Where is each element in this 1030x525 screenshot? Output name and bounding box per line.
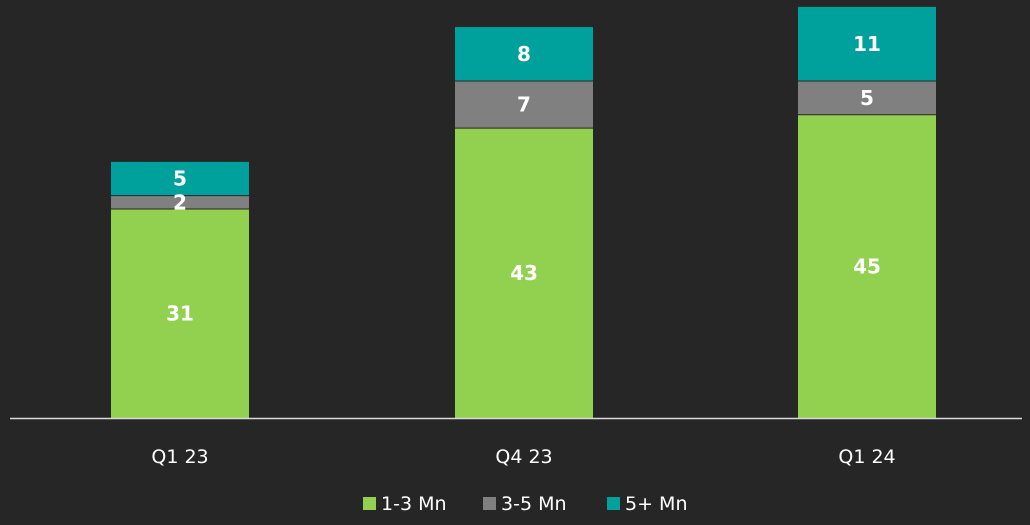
data-label-5-mn-q1-24: 11 — [853, 32, 881, 56]
bar-3-5-mn-q4-23 — [455, 81, 593, 129]
data-label-3-5-mn-q1-24: 5 — [860, 86, 874, 110]
data-label-1-3-mn-q4-23: 43 — [510, 261, 538, 285]
legend-label-5-mn: 5+ Mn — [625, 493, 687, 515]
data-label-5-mn-q4-23: 8 — [517, 42, 531, 66]
legend-label-1-3-mn: 1-3 Mn — [381, 493, 447, 515]
x-tick-label-q1-23: Q1 23 — [151, 446, 208, 468]
bar-1-3-mn-q4-23 — [455, 128, 593, 418]
legend-swatch-3-5-mn — [483, 497, 496, 510]
bar-5-mn-q1-23 — [111, 161, 249, 196]
x-axis-ticks-group: Q1 23 Q4 23 Q1 24 — [151, 446, 895, 468]
bar-3-5-mn-q1-24 — [798, 81, 936, 115]
data-label-3-5-mn-q1-23: 2 — [173, 190, 187, 214]
data-label-5-mn-q1-23: 5 — [173, 167, 187, 191]
legend-swatch-1-3-mn — [363, 497, 376, 510]
bar-3-5-mn-q1-23 — [111, 195, 249, 210]
legend: 1-3 Mn 3-5 Mn 5+ Mn — [363, 493, 687, 515]
x-tick-label-q4-23: Q4 23 — [495, 446, 552, 468]
data-label-1-3-mn-q1-23: 31 — [166, 302, 194, 326]
bar-5-mn-q4-23 — [455, 27, 593, 81]
data-label-3-5-mn-q4-23: 7 — [517, 93, 531, 117]
bar-1-3-mn-q1-24 — [798, 114, 936, 418]
legend-label-3-5-mn: 3-5 Mn — [501, 493, 567, 515]
bars-group — [111, 6, 936, 418]
x-tick-label-q1-24: Q1 24 — [838, 446, 895, 468]
bar-1-3-mn-q1-23 — [111, 209, 249, 418]
data-label-1-3-mn-q1-24: 45 — [853, 254, 881, 278]
legend-swatch-5-mn — [607, 497, 620, 510]
bar-5-mn-q1-24 — [798, 6, 936, 81]
